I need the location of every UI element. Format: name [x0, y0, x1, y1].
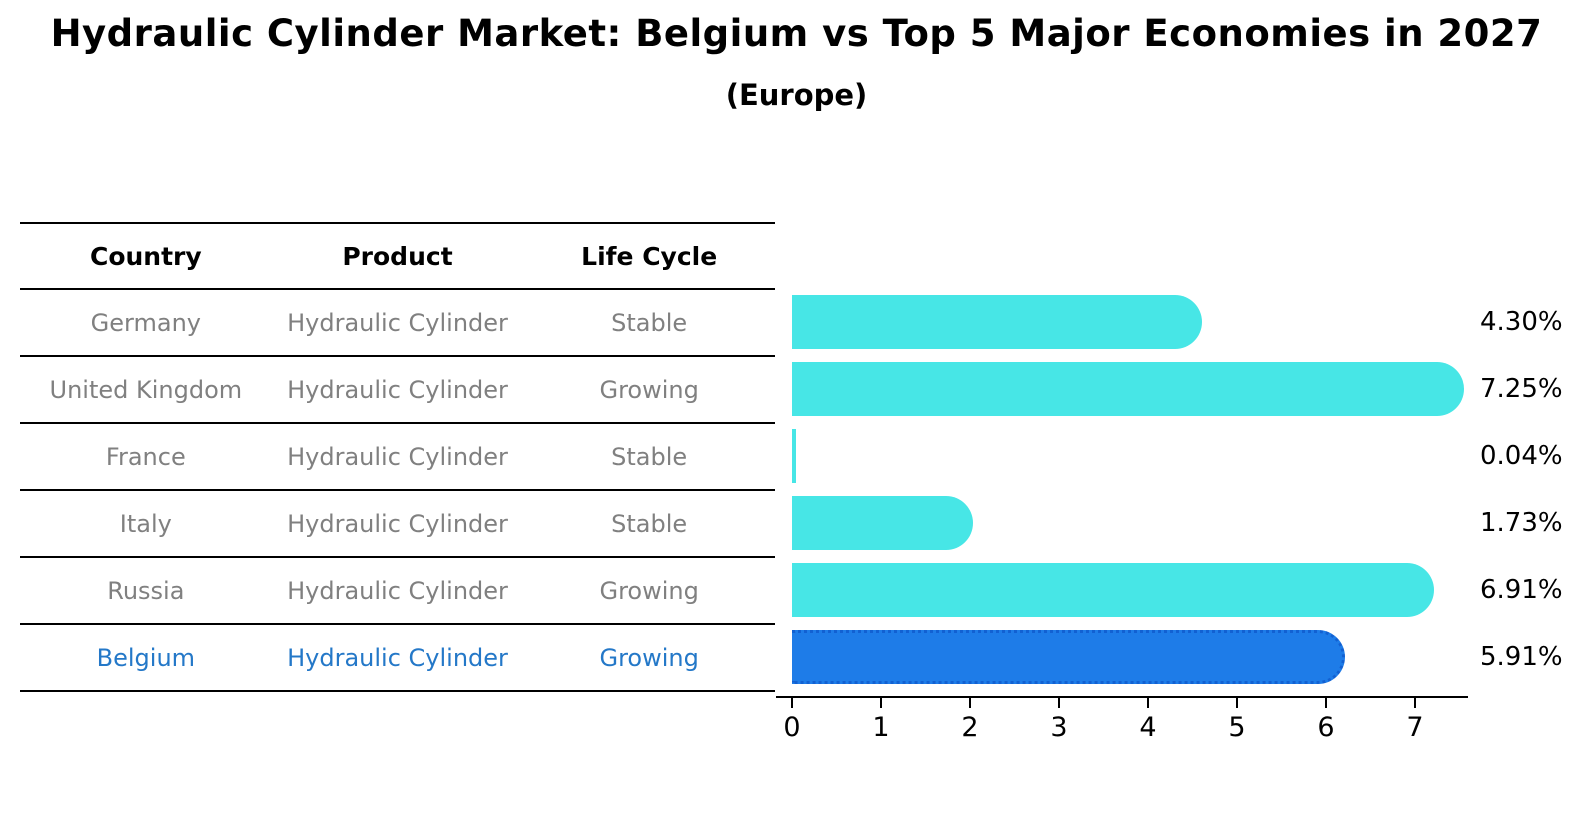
cell-product: Hydraulic Cylinder: [287, 643, 508, 672]
bar-value-label: 6.91%: [1480, 574, 1563, 605]
cell-life-cycle: Stable: [611, 308, 688, 337]
cell-country: France: [105, 442, 186, 471]
column-header-country: Country: [89, 241, 202, 271]
x-axis-tick: [1058, 698, 1060, 708]
x-axis-tick: [969, 698, 971, 708]
country-table: Country Product Life Cycle Germany Hydra…: [20, 222, 775, 692]
column-header-product: Product: [342, 241, 453, 271]
cell-country: Italy: [119, 509, 172, 538]
x-axis-tick-label: 7: [1406, 712, 1424, 743]
cell-country: United Kingdom: [49, 375, 243, 404]
x-axis-tick: [1147, 698, 1149, 708]
cell-life-cycle: Growing: [599, 576, 699, 605]
x-axis-tick: [791, 698, 793, 708]
bar-value-label: 7.25%: [1480, 373, 1563, 404]
bar-value-label: 5.91%: [1480, 641, 1563, 672]
bar-france: [792, 428, 796, 483]
x-axis-tick-label: 5: [1228, 712, 1246, 743]
table-row-italy: Italy Hydraulic Cylinder Stable: [20, 491, 775, 558]
x-axis-tick-label: 6: [1317, 712, 1335, 743]
x-axis: [776, 696, 1468, 698]
x-axis-tick: [1236, 698, 1238, 708]
cell-country: Germany: [90, 308, 201, 337]
chart-title: Hydraulic Cylinder Market: Belgium vs To…: [50, 12, 1543, 55]
cell-country: Russia: [107, 576, 185, 605]
x-axis-tick-label: 4: [1139, 712, 1157, 743]
cell-product: Hydraulic Cylinder: [287, 375, 508, 404]
bar-value-label: 1.73%: [1480, 507, 1563, 538]
table-row-united-kingdom: United Kingdom Hydraulic Cylinder Growin…: [20, 357, 775, 424]
table-row-belgium: Belgium Hydraulic Cylinder Growing: [20, 625, 775, 692]
x-axis-tick-label: 0: [783, 712, 801, 743]
cell-life-cycle: Growing: [599, 375, 699, 404]
x-axis-tick: [880, 698, 882, 708]
cell-life-cycle: Growing: [599, 643, 699, 672]
bar-germany: [792, 294, 1202, 349]
x-axis-tick: [1325, 698, 1327, 708]
table-row-france: France Hydraulic Cylinder Stable: [20, 424, 775, 491]
x-axis-tick: [1414, 698, 1416, 708]
cell-life-cycle: Stable: [611, 442, 688, 471]
x-axis-tick-label: 3: [1050, 712, 1068, 743]
cell-product: Hydraulic Cylinder: [287, 509, 508, 538]
cell-product: Hydraulic Cylinder: [287, 442, 508, 471]
x-axis-tick-label: 1: [872, 712, 890, 743]
table-row-germany: Germany Hydraulic Cylinder Stable: [20, 290, 775, 357]
x-axis-tick-label: 2: [961, 712, 979, 743]
cell-life-cycle: Stable: [611, 509, 688, 538]
cell-product: Hydraulic Cylinder: [287, 308, 508, 337]
table-row-russia: Russia Hydraulic Cylinder Growing: [20, 558, 775, 625]
bar-belgium: [792, 629, 1345, 684]
bar-russia: [792, 562, 1434, 617]
bar-united-kingdom: [792, 361, 1464, 416]
bar-italy: [792, 495, 973, 550]
column-header-life-cycle: Life Cycle: [581, 241, 718, 271]
cell-product: Hydraulic Cylinder: [287, 576, 508, 605]
bar-value-label: 0.04%: [1480, 440, 1563, 471]
cell-country: Belgium: [96, 643, 196, 672]
table-header-row: Country Product Life Cycle: [20, 224, 775, 290]
chart-subtitle: (Europe): [725, 78, 868, 112]
bar-value-label: 4.30%: [1480, 306, 1563, 337]
